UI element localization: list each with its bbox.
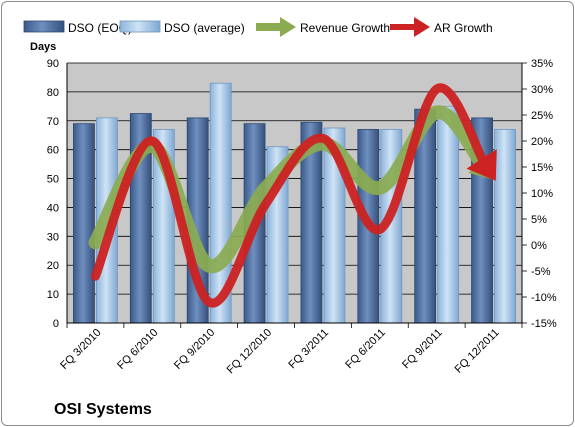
x-tick-label: FQ 3/2011 (286, 327, 331, 372)
x-tick-label: FQ 6/2011 (343, 327, 388, 372)
x-tick-label: FQ 9/2011 (400, 327, 445, 372)
ar-growth-point (266, 203, 267, 204)
y-tick-label: 80 (47, 87, 59, 99)
legend-label: Revenue Growth (300, 21, 390, 35)
chart-title: OSI Systems (54, 401, 152, 418)
y2-tick-label: 10% (531, 188, 553, 200)
y-tick-label: 70 (47, 116, 59, 128)
y2-tick-label: 15% (531, 162, 553, 174)
y-tick-label: 30 (47, 231, 59, 243)
ar-growth-point (322, 138, 323, 139)
y-tick-label: 10 (47, 289, 59, 301)
legend-label: DSO (EOQ) (68, 21, 132, 35)
bar-dso-average (437, 105, 460, 324)
y2-tick-label: 5% (531, 214, 547, 226)
x-tick-label: FQ 6/2010 (115, 327, 160, 372)
ar-growth-point (493, 177, 494, 178)
legend-swatch-dso-average (119, 20, 161, 33)
y2-tick-label: -5% (531, 266, 551, 278)
revenue-growth-point (379, 187, 380, 188)
legend-label: DSO (average) (164, 21, 245, 35)
legend-swatch-dso-eoq (23, 20, 65, 33)
ar-growth-point (152, 141, 153, 142)
bar-dso-average (494, 129, 516, 324)
legend-label: AR Growth (434, 21, 493, 35)
ar-growth-point (436, 89, 437, 90)
y-tick-label: 50 (47, 174, 59, 186)
y-tick-label: 40 (47, 202, 59, 214)
bar-dso-eoq (73, 123, 95, 324)
legend-arrow-icon (414, 17, 430, 37)
y-tick-label: 20 (47, 260, 59, 272)
y-tick-label: 60 (47, 145, 59, 157)
ar-growth-point (379, 229, 380, 230)
x-tick-label: FQ 9/2010 (172, 327, 217, 372)
ar-growth-arrowhead (466, 149, 497, 181)
legend: DSO (EOQ) DSO (average) Revenue Growth AR G… (23, 17, 493, 37)
y2-tick-label: -15% (531, 318, 557, 330)
ar-growth-point (209, 302, 210, 303)
x-tick-label: FQ 3/2010 (58, 327, 103, 372)
y-tick-label: 90 (47, 58, 59, 70)
y2-tick-label: 30% (531, 84, 553, 96)
legend-arrow-icon (280, 17, 296, 37)
growth-lines (88, 83, 497, 308)
revenue-growth-point (95, 242, 96, 243)
y-axis-title: Days (30, 41, 56, 53)
revenue-growth-line (88, 105, 491, 274)
y2-tick-label: 20% (531, 136, 553, 148)
y2-tick-label: 25% (531, 110, 553, 122)
ar-growth-line (90, 83, 489, 308)
y-tick-label: 0 (53, 318, 59, 330)
y2-tick-label: 35% (531, 58, 553, 70)
ar-growth-point (95, 276, 96, 277)
x-tick-label: FQ 12/2010 (225, 327, 275, 377)
revenue-growth-point (209, 265, 210, 266)
revenue-growth-point (436, 112, 437, 113)
x-tick-label: FQ 12/2011 (453, 327, 502, 376)
y2-tick-label: 0% (531, 240, 547, 252)
revenue-growth-point (266, 187, 267, 188)
y2-tick-label: -10% (531, 292, 557, 304)
